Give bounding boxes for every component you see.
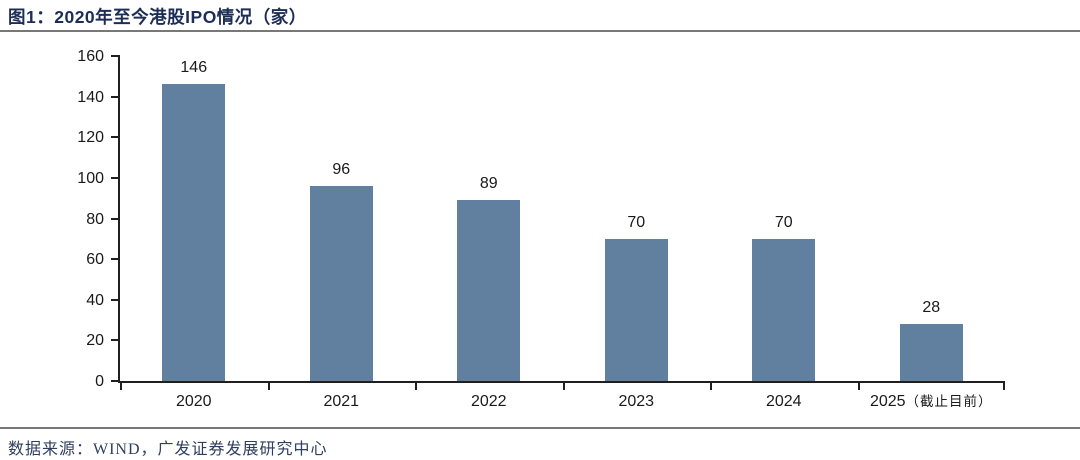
bar-value-label: 70 (627, 213, 646, 231)
y-tick-label: 160 (77, 48, 104, 65)
bar-value-label: 28 (922, 299, 941, 317)
x-axis-tick (120, 381, 122, 390)
y-tick-label: 140 (77, 88, 104, 106)
x-tick-label: 2020 (175, 393, 212, 410)
data-source-text: 数据来源：WIND，广发证券发展研究中心 (8, 441, 328, 458)
x-axis-tick (710, 381, 712, 390)
y-tick-label: 60 (86, 251, 104, 269)
plot-area: 0 20 40 60 80 100 120 140 160 146 2020 96 2021 89 2022… (77, 48, 1005, 410)
bar-value-label: 89 (479, 175, 498, 193)
x-axis-tick (415, 381, 417, 390)
bar-2025 (899, 324, 963, 381)
bar-2020 (162, 84, 226, 381)
y-tick-label: 40 (86, 291, 104, 309)
y-axis-tick (111, 176, 120, 179)
bar-value-label: 70 (774, 213, 793, 231)
bar-2023 (604, 238, 668, 381)
y-axis-tick (111, 258, 120, 261)
x-tick-label: 2025（截止目前） (869, 393, 993, 410)
y-axis-tick (111, 136, 120, 139)
y-axis-tick (111, 380, 120, 382)
x-axis-tick (1003, 381, 1005, 390)
x-tick-label: 2021 (323, 393, 360, 410)
y-axis-tick (111, 217, 120, 220)
x-axis-tick (857, 381, 860, 390)
x-axis-tick (267, 381, 270, 390)
y-tick-label: 80 (86, 210, 104, 228)
bar-value-label: 96 (332, 161, 351, 178)
x-tick-label: 2022 (470, 393, 507, 410)
footer-divider (0, 427, 1080, 429)
x-tick-label: 2023 (618, 393, 655, 410)
y-tick-label: 0 (95, 373, 104, 390)
y-tick-label: 100 (77, 169, 104, 187)
bar-2024 (752, 238, 816, 381)
y-tick-label: 20 (86, 332, 104, 350)
y-axis-tick (111, 95, 120, 98)
y-axis-tick (111, 55, 120, 57)
x-tick-label: 2024 (765, 393, 802, 410)
y-tick-label: 120 (77, 129, 104, 147)
bar-2021 (309, 186, 373, 381)
y-axis-tick (111, 298, 120, 301)
title-divider (0, 30, 1080, 32)
bar-2022 (457, 200, 521, 381)
figure-title: 图1：2020年至今港股IPO情况（家） (8, 7, 307, 27)
bar-value-label: 146 (180, 59, 208, 77)
x-axis-tick (562, 381, 565, 390)
y-axis-tick (111, 339, 120, 342)
